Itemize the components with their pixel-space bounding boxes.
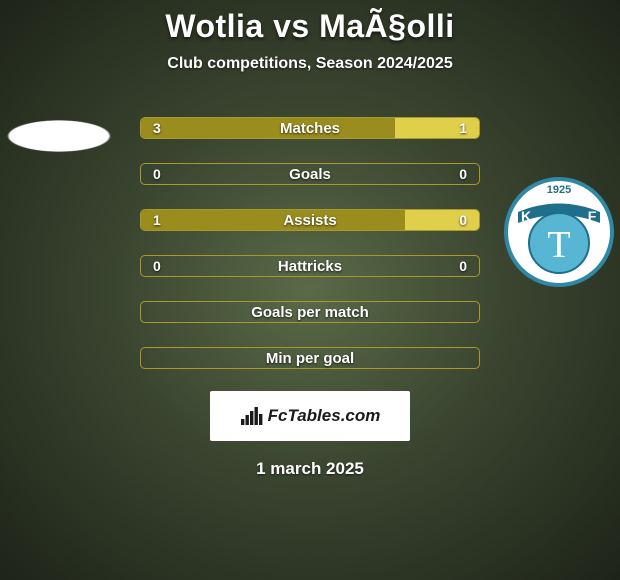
stat-row: Goals per match: [140, 301, 480, 323]
stat-label: Goals: [141, 166, 479, 183]
stat-label: Goals per match: [141, 304, 479, 321]
stat-row: Min per goal: [140, 347, 480, 369]
stat-label: Assists: [141, 212, 479, 229]
stat-label: Matches: [141, 120, 479, 137]
stat-row: 3Matches1: [140, 117, 480, 139]
team-badge-right: 1925 K F T: [504, 177, 614, 287]
stat-right-value: 0: [459, 166, 467, 182]
stat-row: 1Assists0: [140, 209, 480, 231]
stats-list: 3Matches10Goals01Assists00Hattricks0Goal…: [140, 117, 480, 369]
stat-right-value: 1: [459, 120, 467, 136]
badge-year: 1925: [547, 184, 571, 196]
stat-right-value: 0: [459, 212, 467, 228]
page-title: Wotlia vs MaÃ§olli: [165, 8, 454, 45]
team-badge-left: [7, 100, 112, 170]
teuta-logo-icon: 1925 K F T: [504, 177, 614, 287]
badge-k: K: [521, 208, 531, 224]
stat-row: 0Hattricks0: [140, 255, 480, 277]
badge-t: T: [547, 224, 570, 266]
fctables-badge: FcTables.com: [210, 391, 410, 441]
badge-f: F: [588, 208, 597, 224]
date-label: 1 march 2025: [256, 459, 364, 479]
stat-row: 0Goals0: [140, 163, 480, 185]
stat-label: Hattricks: [141, 258, 479, 275]
stat-right-value: 0: [459, 258, 467, 274]
stat-label: Min per goal: [141, 350, 479, 367]
fctables-label: FcTables.com: [268, 406, 381, 426]
page-subtitle: Club competitions, Season 2024/2025: [167, 55, 452, 73]
bar-chart-icon: [240, 405, 264, 427]
